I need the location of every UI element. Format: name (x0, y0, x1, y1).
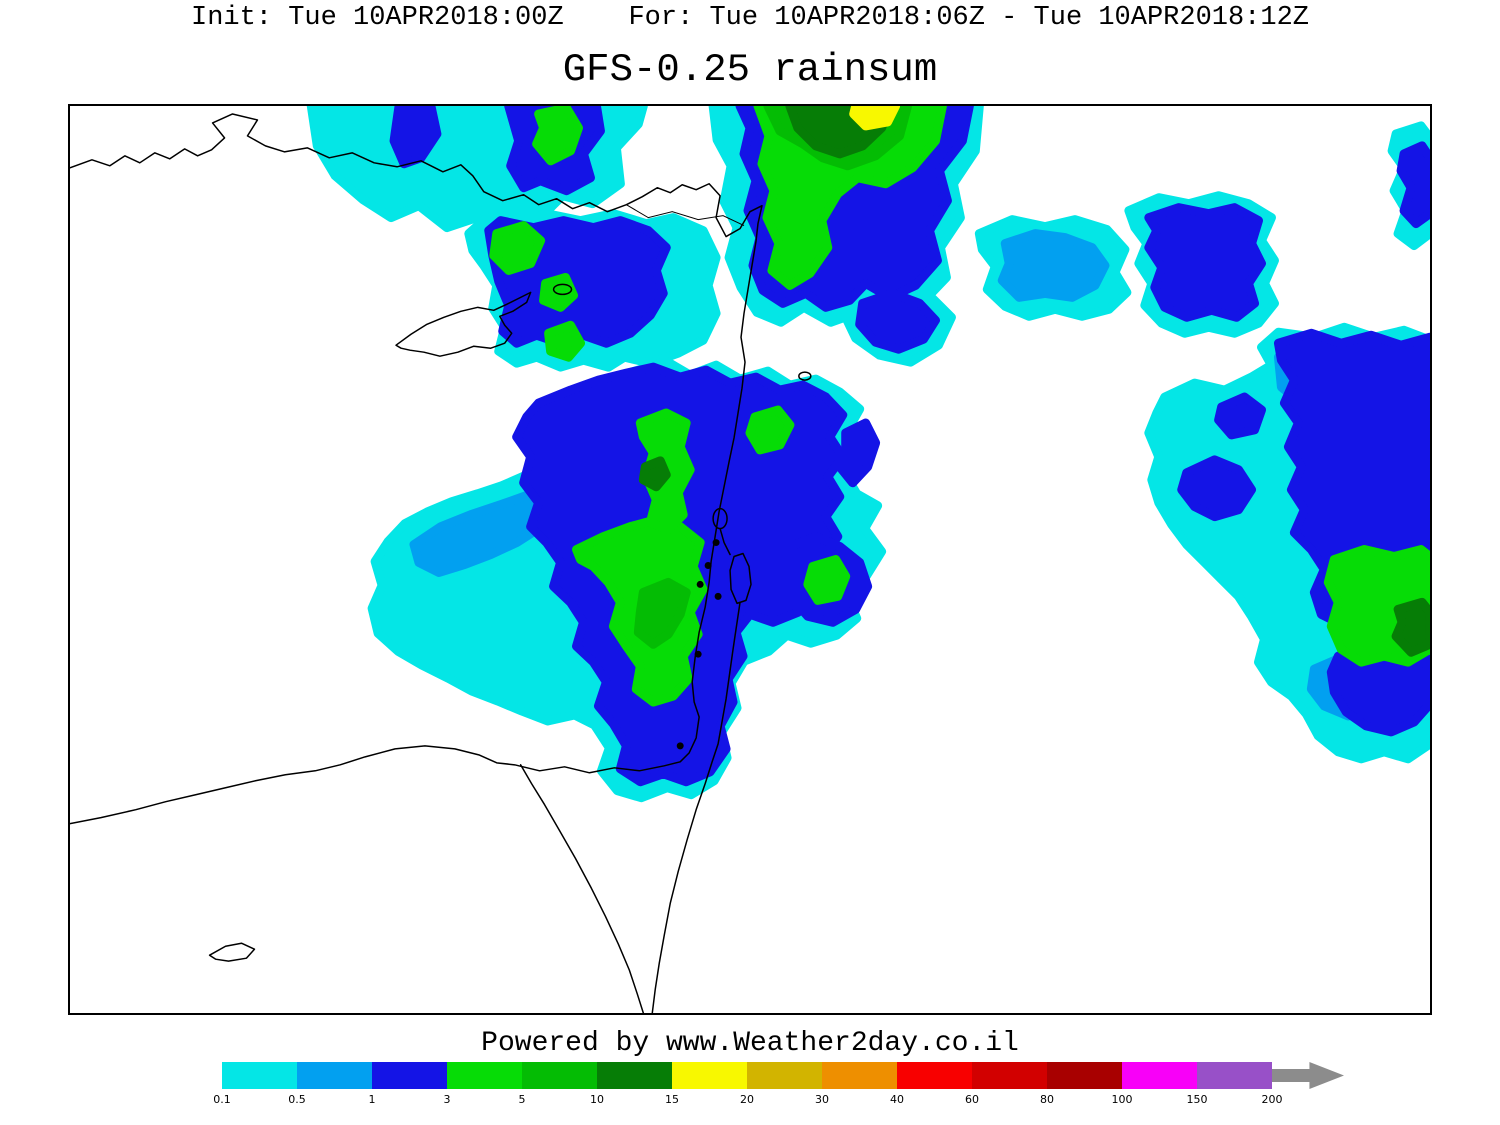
credit-line: Powered by www.Weather2day.co.il (481, 1028, 1019, 1059)
legend-box (522, 1062, 597, 1089)
dead-sea (729, 552, 752, 605)
legend-tick-label: 10 (590, 1093, 604, 1106)
legend-box (972, 1062, 1047, 1089)
legend-box (672, 1062, 747, 1089)
mediterranean-coastline (70, 113, 763, 825)
precipitation-map (70, 106, 1430, 1013)
legend-overflow-arrow (1272, 1062, 1344, 1089)
map-frame (68, 104, 1432, 1015)
legend-labels: 0.1 0.5 1 3 5 10 15 20 30 40 60 80 100 150 200 (213, 1089, 1344, 1107)
small-island-southwest (208, 942, 256, 962)
legend-tick-label: 1 (368, 1093, 376, 1106)
legend-tick-label: 5 (518, 1093, 526, 1106)
legend-box (747, 1062, 822, 1089)
forecast-time-range: Init: Tue 10APR2018:00Z For: Tue 10APR20… (191, 3, 1309, 33)
legend-tick-label: 80 (1040, 1093, 1054, 1106)
legend-tick-label: 100 (1111, 1093, 1133, 1106)
coastlines (70, 113, 812, 1013)
legend-box (897, 1062, 972, 1089)
city-dot (712, 539, 720, 547)
page-title: GFS-0.25 rainsum (562, 48, 938, 92)
legend-box (1122, 1062, 1197, 1089)
legend-tick-label: 0.5 (288, 1093, 306, 1106)
cyprus-island (395, 291, 532, 357)
legend-box (822, 1062, 897, 1089)
city-dot (714, 592, 722, 600)
city-dot (704, 561, 712, 569)
inland-border-line (626, 204, 745, 227)
precip-layer-15 (849, 106, 901, 131)
legend-tick-label: 30 (815, 1093, 829, 1106)
legend-tick-label: 40 (890, 1093, 904, 1106)
legend-tick-label: 0.1 (213, 1093, 231, 1106)
legend-box (597, 1062, 672, 1089)
jordan-rift-line (651, 527, 741, 1013)
legend-tick-label: 20 (740, 1093, 754, 1106)
inland-lake-east (798, 371, 812, 381)
legend-tick-label: 150 (1186, 1093, 1208, 1106)
border-lines (626, 204, 745, 227)
sea-of-galilee (712, 507, 728, 530)
legend-tick-label: 200 (1261, 1093, 1283, 1106)
inland-lake-north (552, 283, 573, 296)
legend-boxes (222, 1062, 1344, 1089)
legend-box (297, 1062, 372, 1089)
gulf-of-suez-line (519, 764, 645, 1013)
legend-tick-label: 15 (665, 1093, 679, 1106)
legend-box (222, 1062, 297, 1089)
city-dot (676, 742, 684, 750)
city-dot (696, 580, 704, 588)
legend-box (372, 1062, 447, 1089)
city-dot (694, 650, 702, 658)
legend-box (1197, 1062, 1272, 1089)
legend-tick-label: 60 (965, 1093, 979, 1106)
legend-box (447, 1062, 522, 1089)
legend-colorbar: 0.1 0.5 1 3 5 10 15 20 30 40 60 80 100 150 200 (213, 1062, 1344, 1107)
legend-tick-label: 3 (443, 1093, 451, 1106)
precip-layer-3 (489, 106, 1430, 707)
legend-box (1047, 1062, 1122, 1089)
city-markers (676, 539, 722, 750)
